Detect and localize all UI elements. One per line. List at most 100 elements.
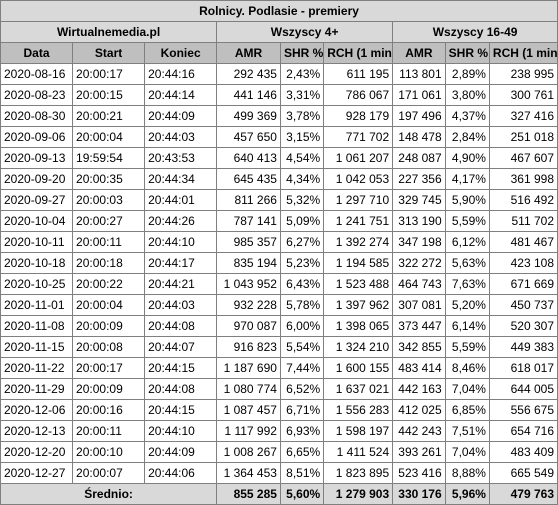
cell-end: 20:44:03 — [144, 126, 218, 148]
cell-date: 2020-10-25 — [0, 273, 74, 295]
cell-end: 20:44:09 — [144, 105, 218, 127]
cell-amr-4plus: 1 043 952 — [216, 273, 281, 295]
cell-date: 2020-11-01 — [0, 294, 74, 316]
cell-date: 2020-08-30 — [0, 105, 74, 127]
cell-rch-4plus: 1 392 274 — [323, 231, 394, 253]
cell-rch-1649: 520 307 — [488, 315, 558, 337]
cell-date: 2020-08-16 — [0, 63, 74, 85]
cell-shr-4plus: 5,23% — [279, 252, 325, 274]
cell-amr-4plus: 645 435 — [216, 168, 281, 190]
col-header-end: Koniec — [144, 42, 218, 64]
table-row: 2020-11-15 20:00:08 20:44:07 916 823 5,54% 1 … — [0, 336, 558, 358]
cell-start: 20:00:22 — [72, 273, 146, 295]
cell-amr-4plus: 787 141 — [216, 210, 281, 232]
cell-start: 20:00:09 — [72, 315, 146, 337]
cell-amr-4plus: 499 369 — [216, 105, 281, 127]
cell-date: 2020-09-06 — [0, 126, 74, 148]
cell-shr-1649: 6,12% — [444, 231, 490, 253]
cell-rch-4plus: 928 179 — [323, 105, 394, 127]
cell-shr-4plus: 6,43% — [279, 273, 325, 295]
cell-shr-1649: 5,20% — [444, 294, 490, 316]
cell-shr-1649: 5,90% — [444, 189, 490, 211]
cell-shr-1649: 4,17% — [444, 168, 490, 190]
table-row: 2020-09-27 20:00:03 20:44:01 811 266 5,32% 1 … — [0, 189, 558, 211]
cell-shr-1649: 2,84% — [444, 126, 490, 148]
cell-shr-4plus: 3,31% — [279, 84, 325, 106]
cell-amr-1649: 227 356 — [392, 168, 446, 190]
col-header-amr-4plus: AMR — [216, 42, 281, 64]
cell-end: 20:44:01 — [144, 189, 218, 211]
cell-date: 2020-09-13 — [0, 147, 74, 169]
cell-shr-4plus: 6,93% — [279, 420, 325, 442]
cell-shr-4plus: 5,54% — [279, 336, 325, 358]
table-row: 2020-10-25 20:00:22 20:44:21 1 043 952 6,43%… — [0, 273, 558, 295]
col-header-rch-4plus: RCH (1 min) — [323, 42, 394, 64]
table-row: 2020-09-20 20:00:35 20:44:34 645 435 4,34% 1 … — [0, 168, 558, 190]
cell-shr-4plus: 4,54% — [279, 147, 325, 169]
cell-date: 2020-09-20 — [0, 168, 74, 190]
cell-amr-1649: 347 198 — [392, 231, 446, 253]
cell-rch-1649: 300 761 — [488, 84, 558, 106]
cell-amr-1649: 393 261 — [392, 441, 446, 463]
cell-end: 20:44:08 — [144, 315, 218, 337]
cell-rch-4plus: 786 067 — [323, 84, 394, 106]
cell-rch-1649: 327 416 — [488, 105, 558, 127]
cell-end: 20:44:06 — [144, 462, 218, 484]
cell-rch-1649: 481 467 — [488, 231, 558, 253]
cell-start: 20:00:27 — [72, 210, 146, 232]
cell-amr-4plus: 640 413 — [216, 147, 281, 169]
cell-amr-1649: 322 272 — [392, 252, 446, 274]
cell-end: 20:43:53 — [144, 147, 218, 169]
cell-start: 20:00:04 — [72, 294, 146, 316]
cell-amr-1649: 197 496 — [392, 105, 446, 127]
cell-rch-4plus: 1 398 065 — [323, 315, 394, 337]
summary-shr-1649: 5,96% — [444, 483, 490, 505]
cell-shr-1649: 7,51% — [444, 420, 490, 442]
cell-start: 20:00:03 — [72, 189, 146, 211]
cell-amr-1649: 313 190 — [392, 210, 446, 232]
cell-amr-1649: 329 745 — [392, 189, 446, 211]
cell-amr-1649: 171 061 — [392, 84, 446, 106]
summary-label: Średnio: — [0, 483, 218, 505]
cell-shr-4plus: 6,71% — [279, 399, 325, 421]
table-row: 2020-09-13 19:59:54 20:43:53 640 413 4,54% 1 … — [0, 147, 558, 169]
cell-rch-4plus: 1 637 021 — [323, 378, 394, 400]
cell-amr-1649: 342 855 — [392, 336, 446, 358]
cell-rch-4plus: 1 297 710 — [323, 189, 394, 211]
cell-date: 2020-08-23 — [0, 84, 74, 106]
table-row: 2020-08-23 20:00:15 20:44:14 441 146 3,31% 78… — [0, 84, 558, 106]
cell-amr-4plus: 835 194 — [216, 252, 281, 274]
cell-rch-1649: 450 737 — [488, 294, 558, 316]
cell-shr-4plus: 3,78% — [279, 105, 325, 127]
cell-date: 2020-11-22 — [0, 357, 74, 379]
cell-rch-1649: 671 669 — [488, 273, 558, 295]
cell-shr-1649: 6,85% — [444, 399, 490, 421]
cell-start: 20:00:21 — [72, 105, 146, 127]
cell-start: 20:00:17 — [72, 357, 146, 379]
cell-date: 2020-10-18 — [0, 252, 74, 274]
cell-shr-4plus: 3,15% — [279, 126, 325, 148]
cell-rch-4plus: 1 042 053 — [323, 168, 394, 190]
table-row: 2020-08-30 20:00:21 20:44:09 499 369 3,78% 92… — [0, 105, 558, 127]
cell-shr-1649: 2,89% — [444, 63, 490, 85]
cell-date: 2020-11-29 — [0, 378, 74, 400]
cell-rch-4plus: 1 241 751 — [323, 210, 394, 232]
cell-shr-4plus: 7,44% — [279, 357, 325, 379]
summary-rch-4plus: 1 279 903 — [323, 483, 394, 505]
cell-start: 20:00:10 — [72, 441, 146, 463]
cell-amr-4plus: 1 087 457 — [216, 399, 281, 421]
cell-rch-1649: 556 675 — [488, 399, 558, 421]
table-row: 2020-11-22 20:00:17 20:44:15 1 187 690 7,44%… — [0, 357, 558, 379]
cell-rch-1649: 251 018 — [488, 126, 558, 148]
summary-shr-4plus: 5,60% — [279, 483, 325, 505]
cell-shr-4plus: 6,65% — [279, 441, 325, 463]
cell-shr-4plus: 5,09% — [279, 210, 325, 232]
cell-rch-4plus: 1 598 197 — [323, 420, 394, 442]
cell-end: 20:44:09 — [144, 441, 218, 463]
cell-amr-4plus: 1 080 774 — [216, 378, 281, 400]
col-header-shr-4plus: SHR % — [279, 42, 325, 64]
table-title: Rolnicy. Podlasie - premiery — [0, 0, 558, 22]
table-row: 2020-12-20 20:00:10 20:44:09 1 008 267 6,65%… — [0, 441, 558, 463]
cell-amr-1649: 373 447 — [392, 315, 446, 337]
cell-date: 2020-10-04 — [0, 210, 74, 232]
